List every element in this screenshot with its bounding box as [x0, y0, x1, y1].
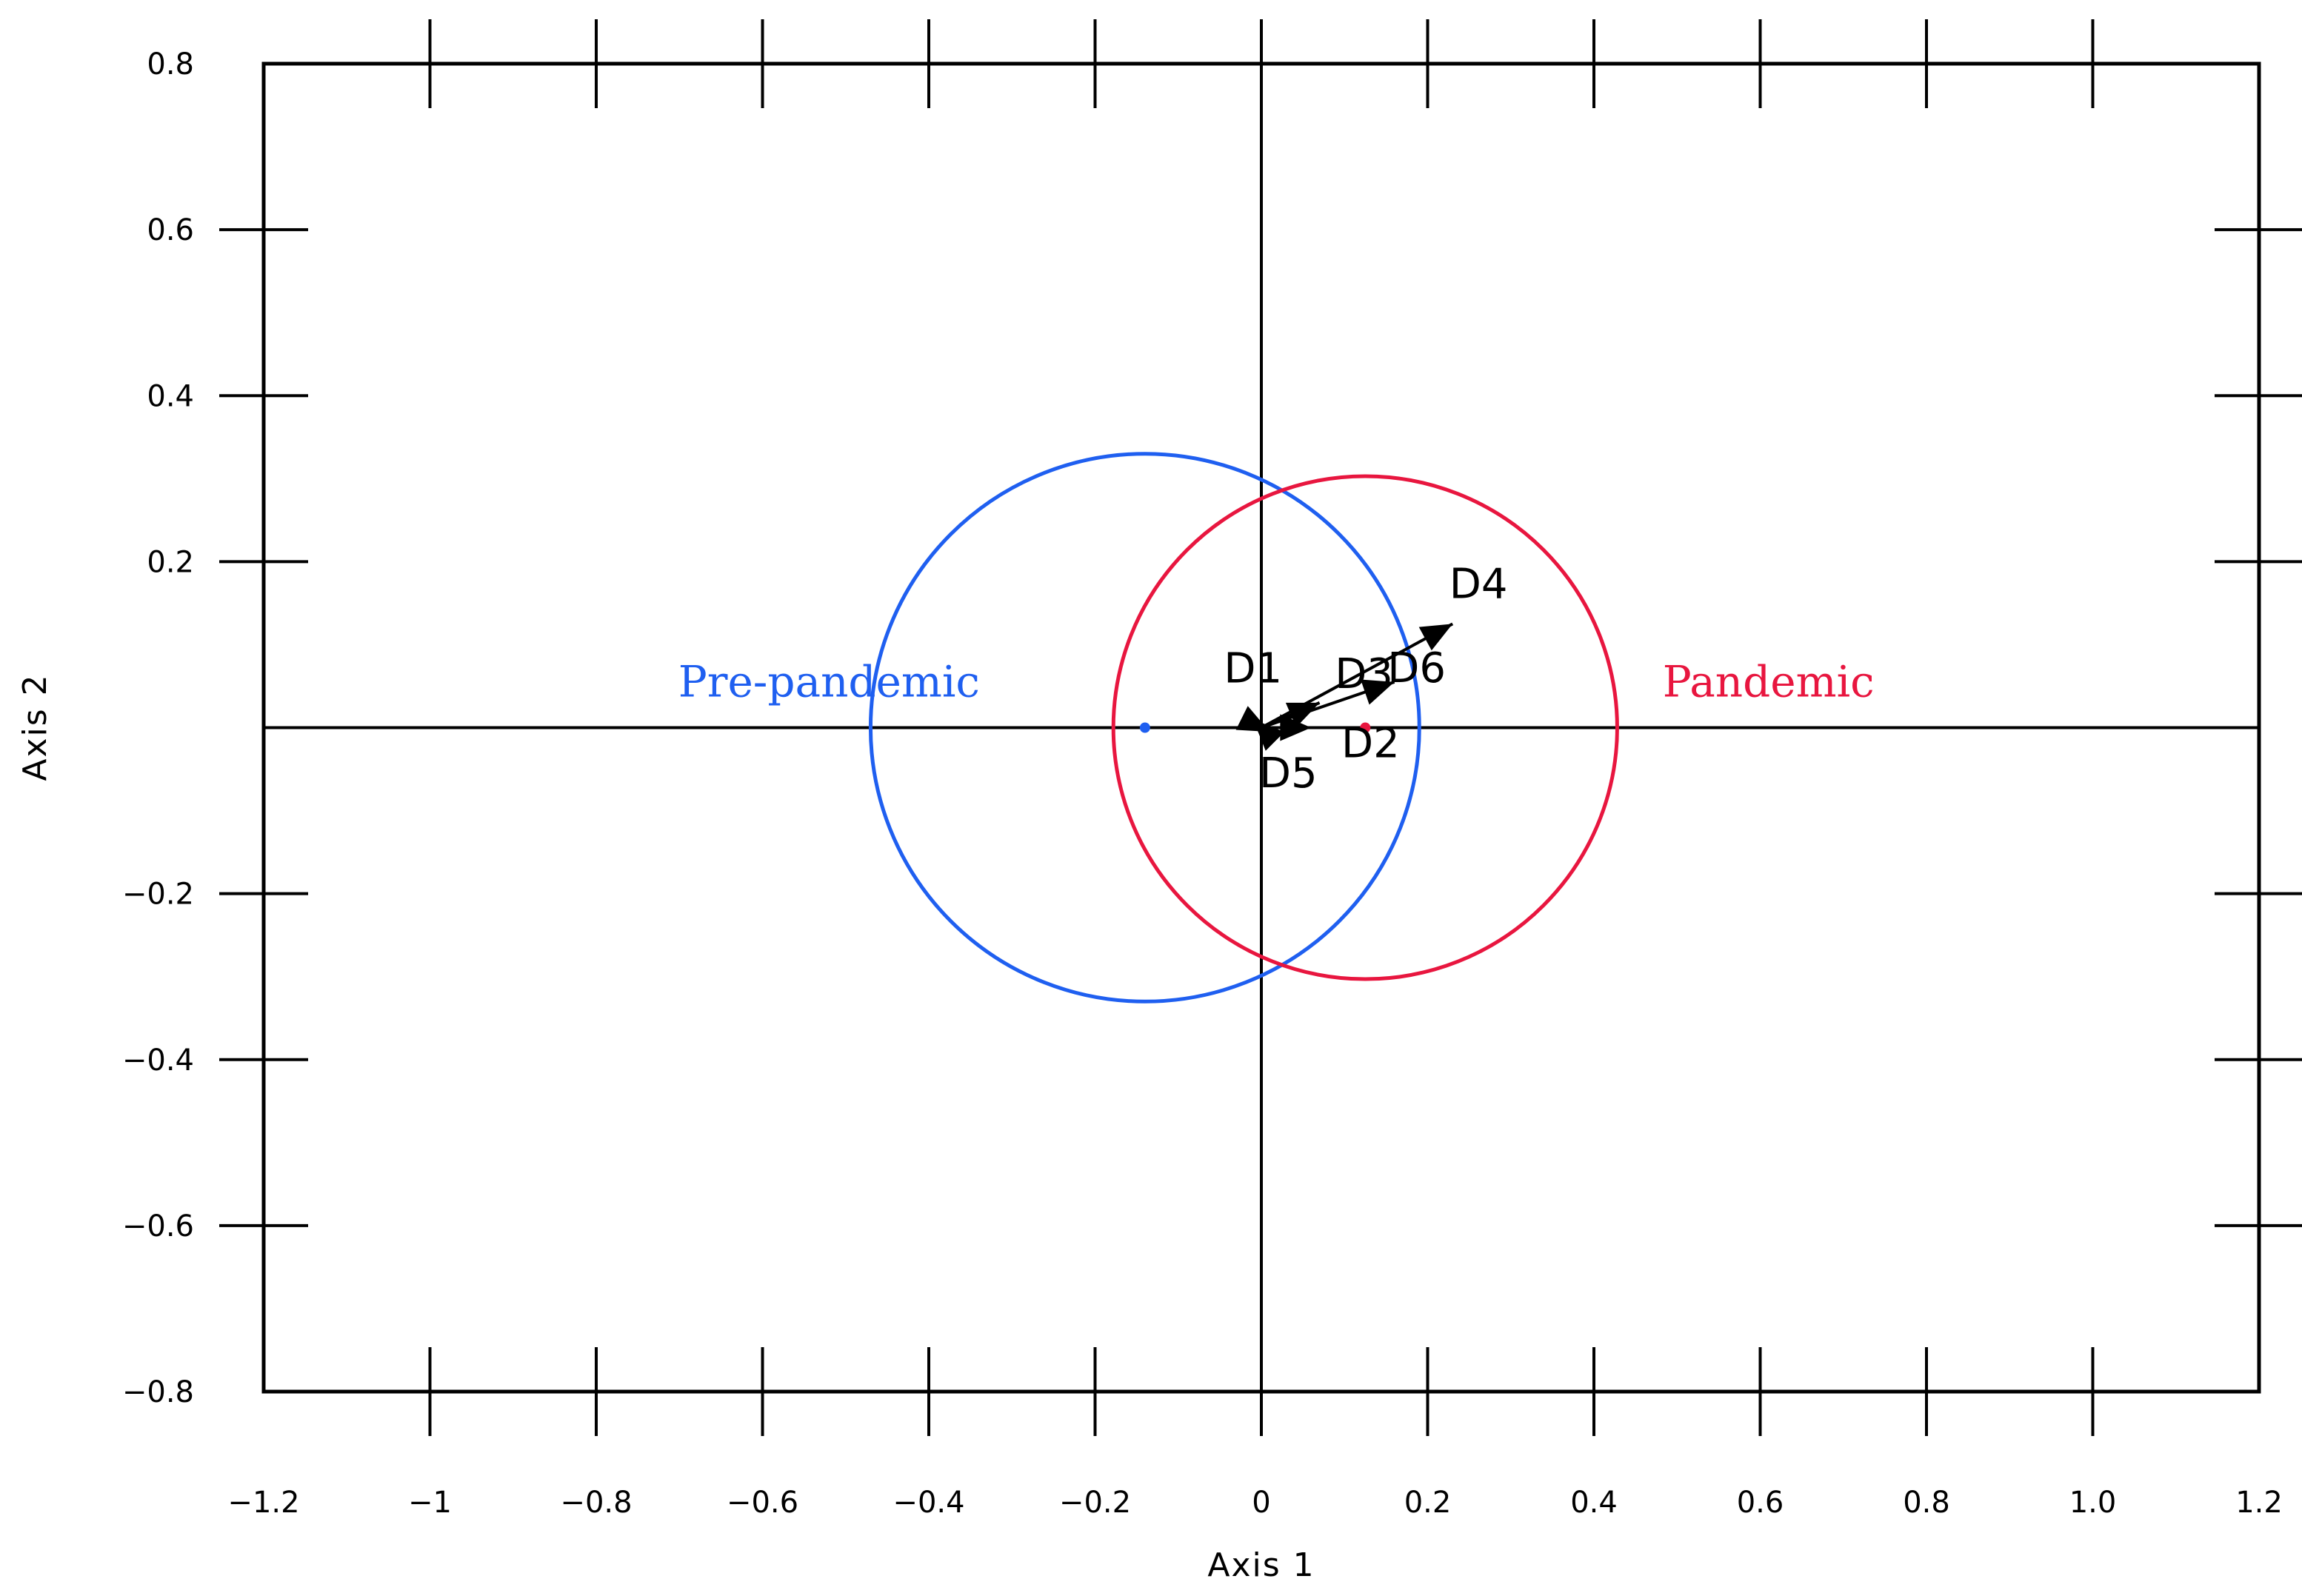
y-tick-label: −0.2	[122, 878, 194, 912]
vector-label: D2	[1341, 720, 1400, 768]
x-tick-label: 0.2	[1404, 1486, 1452, 1520]
vector-label: D5	[1259, 749, 1318, 798]
x-tick-label: 1.2	[2235, 1486, 2283, 1520]
x-tick-label: 0	[1252, 1486, 1270, 1520]
x-tick-label: −0.8	[560, 1486, 632, 1520]
y-tick-label: −0.4	[122, 1044, 194, 1078]
x-tick-label: 0.8	[1903, 1486, 1950, 1520]
vector-arrowhead	[1418, 624, 1453, 651]
x-tick-label: 0.6	[1737, 1486, 1784, 1520]
x-tick-label: 1.0	[2069, 1486, 2117, 1520]
y-tick-label: −0.8	[122, 1375, 194, 1409]
x-tick-label: −1	[408, 1486, 452, 1520]
group-circle	[1111, 474, 1619, 981]
vector-line	[1261, 622, 1454, 729]
vector-label: D4	[1449, 560, 1508, 608]
x-tick-label: −1.2	[227, 1486, 299, 1520]
variable-vectors	[1235, 622, 1454, 751]
y-tick-label: −0.6	[122, 1209, 194, 1243]
text-labels: −1.2 −1 −0.8 −0.6 −0.4 −0.2 0 0.2 0.4 0.6 0.8 1.0 1.…	[122, 47, 2283, 1520]
x-tick-label: −0.2	[1059, 1486, 1131, 1520]
group-ellipses	[868, 452, 1619, 1004]
group-label: Pre-pandemic	[678, 657, 980, 707]
group-label: Pandemic	[1663, 657, 1875, 707]
vector-arrowhead	[1280, 714, 1312, 741]
vector-arrowhead	[1361, 679, 1395, 705]
vector-label: D3	[1335, 650, 1393, 698]
x-tick-label: −0.6	[727, 1486, 798, 1520]
y-tick-label: 0.6	[147, 213, 194, 247]
vector-label: D6	[1387, 644, 1446, 692]
vector-label: D1	[1224, 644, 1282, 692]
y-tick-label: 0.2	[147, 545, 194, 579]
group-centroid	[1360, 722, 1371, 733]
group-centroid	[1139, 722, 1150, 733]
y-axis-title: Axis 2	[16, 673, 54, 781]
group-circle	[868, 452, 1421, 1004]
y-tick-label: 0.4	[147, 379, 194, 413]
x-tick-label: 0.4	[1570, 1486, 1618, 1520]
x-axis-title: Axis 1	[1207, 1546, 1315, 1584]
x-tick-label: −0.4	[893, 1486, 964, 1520]
y-tick-label: 0.8	[147, 47, 194, 81]
vector-arrowhead	[1235, 706, 1270, 732]
